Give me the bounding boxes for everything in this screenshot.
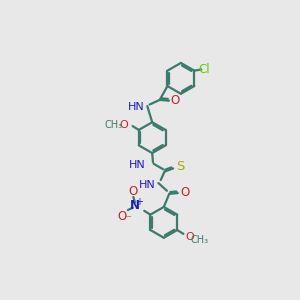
- Text: CH₃: CH₃: [105, 120, 123, 130]
- Text: ⁻: ⁻: [125, 214, 131, 224]
- Text: HN: HN: [128, 102, 145, 112]
- Text: O: O: [171, 94, 180, 107]
- Text: Cl: Cl: [199, 63, 210, 76]
- Text: HN: HN: [139, 180, 156, 190]
- Text: CH₃: CH₃: [191, 235, 209, 245]
- Text: O: O: [128, 185, 137, 198]
- Text: O: O: [120, 119, 128, 130]
- Text: O: O: [185, 232, 194, 242]
- Text: S: S: [176, 160, 184, 173]
- Text: N: N: [130, 199, 140, 212]
- Text: HN: HN: [129, 160, 146, 170]
- Text: +: +: [135, 196, 143, 206]
- Text: O: O: [180, 186, 189, 199]
- Text: O: O: [117, 210, 126, 223]
